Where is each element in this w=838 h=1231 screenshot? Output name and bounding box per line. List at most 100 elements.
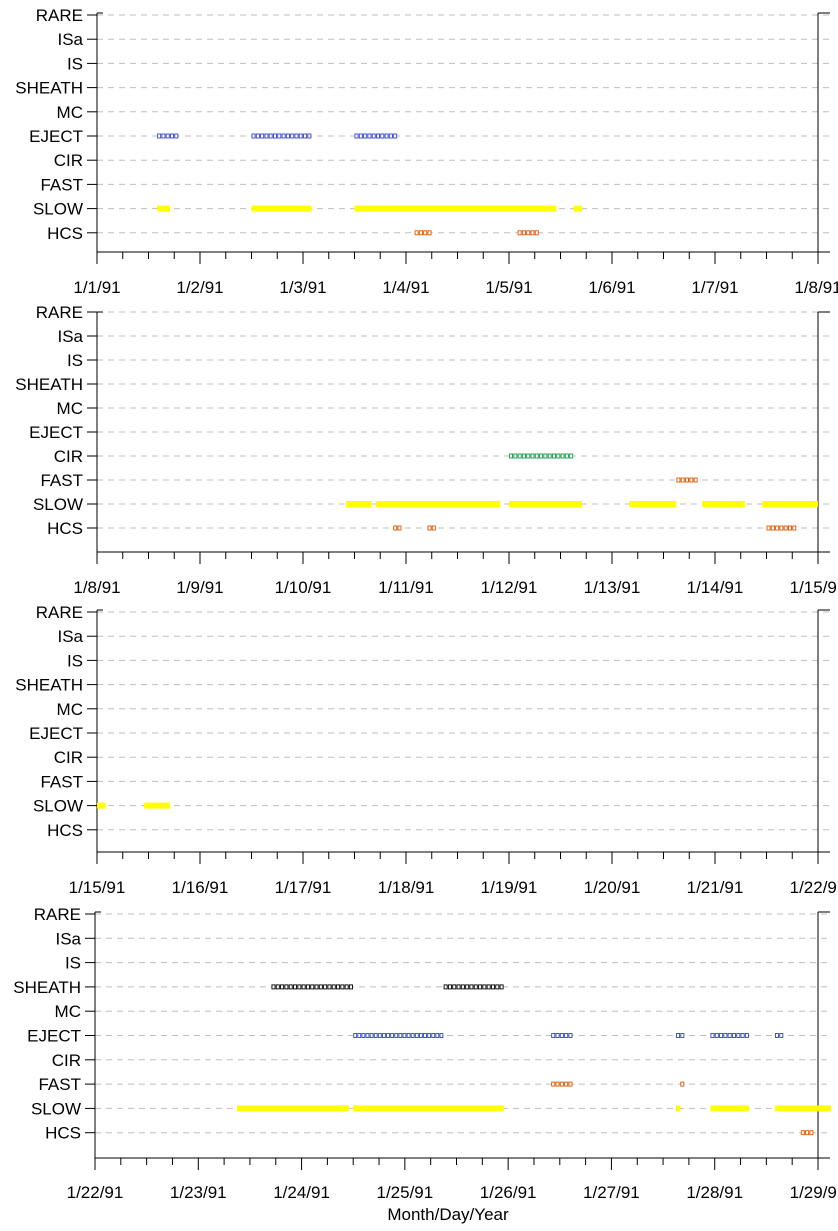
panel-4-xtick-label-5: 1/26/91 xyxy=(480,1183,537,1202)
panel-2-segment-cir-1-cell xyxy=(543,453,548,459)
panel-2-xtick-label-8: 1/15/91 xyxy=(790,578,838,597)
panel-4-segment-eject-6-cell xyxy=(710,1033,715,1038)
panel-1-segment-eject-2 xyxy=(251,133,312,139)
panel-1-segment-hcs-9 xyxy=(517,230,539,236)
panel-4-segment-sheath-1-cell xyxy=(293,984,298,990)
panel-4-segment-sheath-2-cell xyxy=(465,984,470,990)
panel-3-xtick-label-3: 1/17/91 xyxy=(275,878,332,897)
panel-4-segment-eject-3-cell xyxy=(357,1033,362,1038)
panel-1-segment-eject-2-cell xyxy=(298,133,303,139)
panel-3-ylabel-rare: RARE xyxy=(36,603,83,622)
panel-1-xtick-label-4: 1/4/91 xyxy=(382,278,429,297)
panel-4-segment-sheath-1-cell xyxy=(323,984,328,990)
panel-4-segment-eject-3-cell xyxy=(398,1033,403,1038)
panel-2-segment-fast-2-cell xyxy=(676,477,681,483)
panel-1-segment-eject-3-cell xyxy=(354,133,359,139)
panel-1-ylabel-cir: CIR xyxy=(54,151,83,170)
panel-4-segment-eject-3-cell xyxy=(423,1033,427,1038)
panel-4-segment-eject-3-cell xyxy=(394,1033,399,1038)
panel-1-segment-eject-2-cell xyxy=(255,133,260,139)
panel-4-segment-eject-6-cell xyxy=(731,1033,736,1038)
panel-4-segment-eject-6-cell xyxy=(719,1033,724,1038)
panel-4-segment-eject-6 xyxy=(710,1033,749,1038)
panel-4-segment-sheath-2-cell xyxy=(469,984,474,990)
panel-1-segment-hcs-9-cell xyxy=(530,230,535,236)
panel-4-segment-sheath-2-cell xyxy=(460,984,465,990)
panel-4-segment-sheath-1-cell xyxy=(327,984,332,990)
panel-3-xtick-label-4: 1/18/91 xyxy=(378,878,435,897)
panel-3-ylabel-eject: EJECT xyxy=(29,724,83,743)
panel-1-segment-eject-1-cell xyxy=(161,133,166,139)
panel-2-segment-cir-1-cell xyxy=(513,453,518,459)
panel-4-segment-fast-8-cell xyxy=(555,1081,560,1087)
panel-4-segment-sheath-2-cell xyxy=(490,984,495,990)
panel-2-ylabel-rare: RARE xyxy=(36,303,83,322)
panel-2-ylabel-eject: EJECT xyxy=(29,423,83,442)
panel-2-segment-slow-7 xyxy=(702,501,746,507)
panel-4-segment-eject-7-cell xyxy=(779,1033,784,1038)
panel-4-ylabel-slow: SLOW xyxy=(31,1099,81,1118)
panel-4-ylabel-sheath: SHEATH xyxy=(13,978,81,997)
panel-2-segment-hcs-10 xyxy=(427,525,436,531)
panel-1-segment-eject-1 xyxy=(157,133,179,139)
panel-3-xtick-label-1: 1/15/91 xyxy=(69,878,126,897)
panel-4-segment-eject-3 xyxy=(353,1033,444,1038)
panel-2-xtick-label-6: 1/13/91 xyxy=(584,578,641,597)
panel-3-xtick-label-2: 1/16/91 xyxy=(172,878,229,897)
panel-4-segment-eject-7 xyxy=(775,1033,784,1038)
panel-1-segment-eject-3-cell xyxy=(393,133,398,139)
panel-1-segment-slow-4 xyxy=(157,205,170,212)
panel-4-segment-eject-5-cell xyxy=(676,1033,681,1038)
panel-4-segment-fast-8-cell xyxy=(564,1081,569,1087)
panel-2-segment-cir-1-cell xyxy=(556,453,561,459)
panel-4-segment-sheath-1-cell xyxy=(348,984,353,990)
panel-4-segment-eject-4-cell xyxy=(559,1033,564,1038)
panel-1-segment-hcs-9-cell xyxy=(526,230,531,236)
panel-1-xtick-label-2: 1/2/91 xyxy=(176,278,223,297)
panel-4-segment-eject-6-cell xyxy=(736,1033,741,1038)
panel-4-segment-eject-4-cell xyxy=(568,1033,573,1038)
panel-3-ylabel-sheath: SHEATH xyxy=(15,676,83,695)
panel-1-ylabel-isa: ISa xyxy=(57,30,83,49)
panel-1-segment-eject-2-cell xyxy=(260,133,265,139)
panel-4-segment-sheath-2-cell xyxy=(499,984,504,990)
panel-2-segment-hcs-11-cell xyxy=(775,525,780,531)
panel-4-segment-sheath-2 xyxy=(443,984,504,990)
panel-4-xtick-label-4: 1/25/91 xyxy=(376,1183,433,1202)
panel-4-segment-sheath-1-cell xyxy=(310,984,315,990)
panel-2-segment-cir-1-cell xyxy=(534,453,539,459)
panel-3-xtick-label-5: 1/19/91 xyxy=(481,878,538,897)
panel-1-segment-eject-2-cell xyxy=(290,133,295,139)
panel-4-segment-slow-12 xyxy=(353,1105,504,1112)
panel-2-segment-cir-1-cell xyxy=(560,453,565,459)
panel-4-segment-eject-4-cell xyxy=(551,1033,556,1038)
panel-1-segment-hcs-8 xyxy=(414,230,432,236)
panel-1-segment-eject-2-cell xyxy=(285,133,290,139)
panel-4-segment-sheath-1-cell xyxy=(284,984,289,990)
panel-4-segment-eject-3-cell xyxy=(431,1033,436,1038)
panel-4-segment-eject-3-cell xyxy=(365,1033,370,1038)
panel-4-segment-sheath-1 xyxy=(271,984,353,990)
panel-4-segment-slow-13 xyxy=(675,1105,681,1112)
panel-4-segment-slow-11 xyxy=(271,1105,349,1112)
panel-1-ylabel-rare: RARE xyxy=(36,6,83,25)
panel-4-segment-eject-3-cell xyxy=(439,1033,444,1038)
panel-4-segment-hcs-16-cell xyxy=(800,1130,805,1136)
panel-1-segment-hcs-8-cell xyxy=(414,230,419,236)
panel-3-xtick-label-6: 1/20/91 xyxy=(584,878,641,897)
panel-2-segment-slow-5 xyxy=(509,501,582,507)
panel-3-ylabel-cir: CIR xyxy=(54,748,83,767)
panel-4-segment-sheath-1-cell xyxy=(314,984,319,990)
panel-4-segment-slow-10 xyxy=(237,1105,272,1112)
panel-1-segment-eject-2-cell xyxy=(268,133,273,139)
panel-2-segment-slow-6 xyxy=(629,501,677,507)
panel-4-xtick-label-6: 1/27/91 xyxy=(583,1183,640,1202)
panel-4-segment-sheath-1-cell xyxy=(271,984,276,990)
panel-4-segment-sheath-2-cell xyxy=(473,984,478,990)
panel-1-ylabel-is: IS xyxy=(67,54,83,73)
panel-4-segment-sheath-1-cell xyxy=(288,984,293,990)
panel-4-segment-hcs-16-cell xyxy=(805,1130,810,1136)
panel-4-segment-fast-8-cell xyxy=(559,1081,564,1087)
